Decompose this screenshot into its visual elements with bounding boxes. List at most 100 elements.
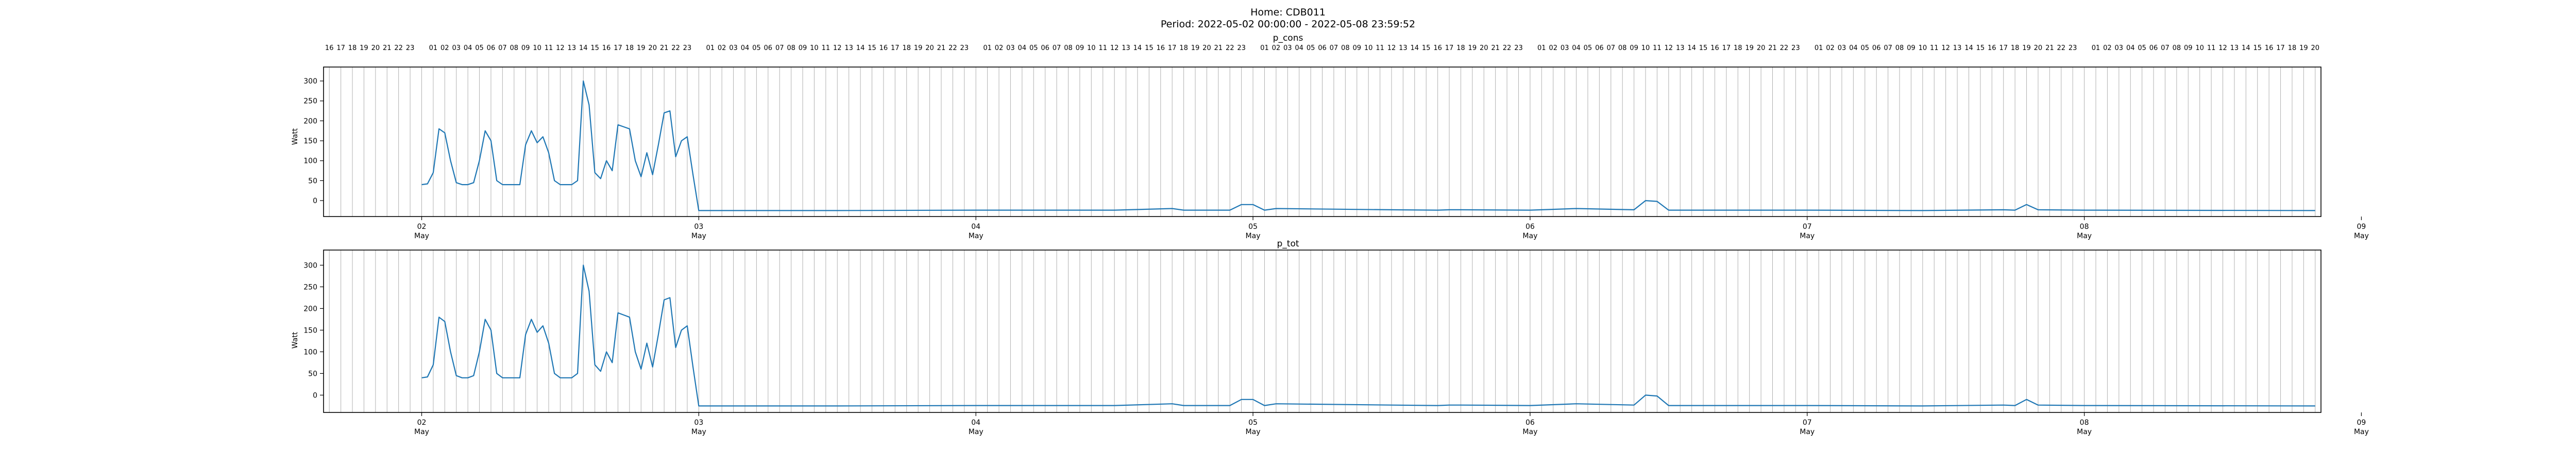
- hour-tick-label: 04: [464, 44, 472, 52]
- hour-tick-label: 16: [879, 44, 888, 52]
- y-tick-label: 200: [303, 305, 317, 313]
- x-tick-label-month: May: [414, 428, 429, 436]
- hour-tick-label: 06: [487, 44, 496, 52]
- hour-tick-label: 23: [1237, 44, 1246, 52]
- hour-tick-label: 07: [2161, 44, 2170, 52]
- hour-tick-label: 20: [2034, 44, 2043, 52]
- y-tick-label: 150: [303, 326, 317, 335]
- hour-tick-label: 17: [1722, 44, 1731, 52]
- x-tick-label-day: 03: [694, 419, 703, 427]
- hour-tick-label: 03: [1283, 44, 1292, 52]
- hour-tick-label: 17: [614, 44, 622, 52]
- hour-tick-label: 19: [2022, 44, 2031, 52]
- hour-tick-label: 17: [1168, 44, 1177, 52]
- hour-tick-label: 21: [937, 44, 946, 52]
- x-tick-label-month: May: [691, 232, 706, 240]
- hour-tick-label: 04: [1295, 44, 1303, 52]
- hour-tick-label: 20: [1202, 44, 1211, 52]
- y-axis-label-p-tot: Watt: [291, 332, 299, 349]
- hour-tick-label: 02: [1549, 44, 1557, 52]
- hour-tick-label: 03: [2115, 44, 2124, 52]
- hour-tick-label: 04: [2126, 44, 2135, 52]
- hour-tick-label: 22: [394, 44, 403, 52]
- hour-tick-label: 23: [683, 44, 692, 52]
- hour-tick-label: 09: [1076, 44, 1084, 52]
- hour-tick-label: 02: [440, 44, 449, 52]
- hour-tick-label: 11: [1653, 44, 1662, 52]
- hour-tick-label: 11: [822, 44, 831, 52]
- y-tick-label: 300: [303, 77, 317, 86]
- x-tick-label-month: May: [1800, 428, 1815, 436]
- hour-tick-label: 18: [1456, 44, 1465, 52]
- hour-tick-label: 11: [1098, 44, 1107, 52]
- series-line-p-cons: [421, 80, 2315, 211]
- hour-tick-label: 03: [1561, 44, 1569, 52]
- hour-tick-label: 22: [671, 44, 680, 52]
- hour-tick-label: 03: [729, 44, 738, 52]
- hour-tick-label: 14: [1411, 44, 1419, 52]
- hour-tick-label: 14: [856, 44, 865, 52]
- hour-tick-label: 13: [1122, 44, 1130, 52]
- hour-tick-label: 14: [1687, 44, 1696, 52]
- x-tick-label-day: 09: [2357, 223, 2366, 231]
- hour-tick-label: 12: [1110, 44, 1119, 52]
- hour-tick-label: 08: [510, 44, 518, 52]
- x-tick-label-day: 03: [694, 223, 703, 231]
- hour-tick-label: 06: [1041, 44, 1049, 52]
- hour-tick-label: 05: [2138, 44, 2146, 52]
- hour-tick-label: 06: [1595, 44, 1604, 52]
- hour-tick-label: 10: [1641, 44, 1650, 52]
- hour-tick-label: 10: [2195, 44, 2204, 52]
- hour-tick-label: 12: [833, 44, 842, 52]
- hour-tick-label: 18: [348, 44, 357, 52]
- hour-tick-label: 21: [1214, 44, 1223, 52]
- hour-tick-label: 08: [2173, 44, 2181, 52]
- hour-tick-label: 18: [2288, 44, 2297, 52]
- hour-tick-label: 07: [1606, 44, 1615, 52]
- hour-tick-label: 01: [1537, 44, 1546, 52]
- hour-tick-label: 15: [1976, 44, 1985, 52]
- y-tick-label: 100: [303, 157, 317, 165]
- axes-title-p-cons: p_cons: [1273, 33, 1303, 43]
- hour-tick-label: 13: [1953, 44, 1962, 52]
- hour-tick-label: 13: [1676, 44, 1685, 52]
- x-tick-label-day: 07: [1803, 419, 1812, 427]
- hour-tick-label: 01: [706, 44, 715, 52]
- hour-tick-label: 05: [1861, 44, 1870, 52]
- hour-tick-label: 09: [1907, 44, 1916, 52]
- y-tick-label: 0: [313, 197, 317, 205]
- hour-tick-label: 02: [995, 44, 1004, 52]
- x-tick-label-month: May: [1800, 232, 1815, 240]
- hour-tick-label: 13: [1399, 44, 1408, 52]
- hour-tick-label: 04: [1018, 44, 1027, 52]
- x-tick-label-month: May: [1522, 232, 1537, 240]
- hour-tick-label: 23: [1791, 44, 1800, 52]
- hour-tick-label: 18: [1179, 44, 1188, 52]
- hour-tick-label: 08: [1064, 44, 1073, 52]
- x-tick-label-month: May: [2354, 232, 2369, 240]
- axes-title-p-tot: p_tot: [1277, 239, 1299, 249]
- y-tick-label: 50: [308, 177, 317, 185]
- hour-tick-label: 08: [1341, 44, 1350, 52]
- x-tick-label-day: 08: [2080, 419, 2089, 427]
- hour-tick-label: 09: [799, 44, 807, 52]
- hour-tick-label: 16: [602, 44, 611, 52]
- y-axis-label-p-cons: Watt: [291, 128, 299, 145]
- x-tick-label-month: May: [2077, 232, 2092, 240]
- hour-tick-label: 15: [2253, 44, 2262, 52]
- chart-panel-p-tot: p_tot 05010015020025030002May03May04May0…: [291, 239, 2369, 436]
- hour-tick-label: 14: [1133, 44, 1142, 52]
- hour-tick-label: 20: [1757, 44, 1766, 52]
- hour-tick-label: 19: [1745, 44, 1754, 52]
- x-tick-label-month: May: [1522, 428, 1537, 436]
- hour-tick-label: 10: [533, 44, 541, 52]
- hour-tick-label: 01: [983, 44, 992, 52]
- hour-tick-label: 07: [775, 44, 784, 52]
- hour-tick-label: 02: [1826, 44, 1835, 52]
- y-tick-label: 300: [303, 261, 317, 270]
- hour-tick-label: 15: [1422, 44, 1431, 52]
- hour-tick-label: 19: [360, 44, 368, 52]
- hour-tick-label: 16: [325, 44, 334, 52]
- hour-tick-label: 06: [764, 44, 773, 52]
- hour-tick-label: 05: [1307, 44, 1315, 52]
